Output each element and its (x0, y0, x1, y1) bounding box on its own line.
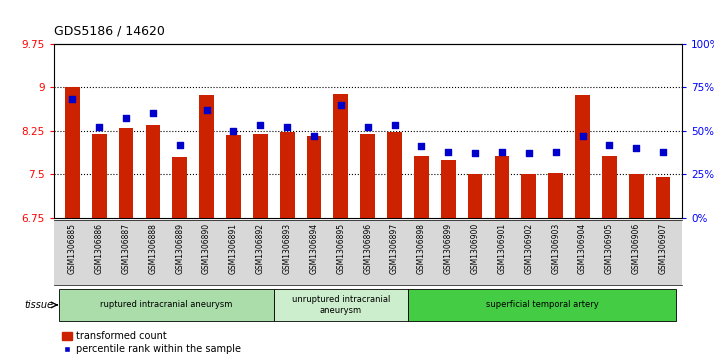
Bar (273, 289, 408, 321)
Point (469, 150, 481, 156)
Point (496, 149, 508, 155)
Bar (575, 95, 590, 218)
Text: GSM1306902: GSM1306902 (524, 223, 533, 274)
Text: GSM1306907: GSM1306907 (658, 223, 668, 274)
Text: GSM1306894: GSM1306894 (309, 223, 318, 274)
Text: GSM1306906: GSM1306906 (632, 223, 640, 274)
Bar (441, 160, 456, 218)
Text: GSM1306895: GSM1306895 (336, 223, 346, 274)
Point (201, 107, 212, 113)
Point (577, 133, 588, 139)
Legend: transformed count, percentile rank within the sample: transformed count, percentile rank withi… (59, 327, 245, 358)
Point (121, 115, 132, 121)
Text: tissue: tissue (24, 300, 53, 310)
Text: GSM1306887: GSM1306887 (121, 223, 131, 274)
Bar (59, 289, 273, 321)
Point (94, 124, 105, 130)
Point (174, 142, 186, 147)
Bar (387, 132, 402, 218)
Point (281, 124, 293, 130)
Bar (226, 135, 241, 218)
Bar (65, 87, 80, 218)
Point (362, 124, 373, 130)
Point (147, 110, 159, 116)
Text: GSM1306897: GSM1306897 (390, 223, 399, 274)
Bar (146, 125, 160, 218)
Bar (629, 174, 643, 218)
Point (658, 149, 669, 155)
Text: GSM1306890: GSM1306890 (202, 223, 211, 274)
Bar (253, 134, 268, 218)
Text: GSM1306904: GSM1306904 (578, 223, 587, 274)
Point (603, 142, 615, 147)
Text: GSM1306905: GSM1306905 (605, 223, 614, 274)
Bar (408, 289, 676, 321)
Point (66, 97, 78, 102)
Text: GSM1306901: GSM1306901 (498, 223, 506, 274)
Text: GSM1306888: GSM1306888 (149, 223, 157, 274)
Bar (92, 134, 106, 218)
Bar (172, 157, 187, 218)
Bar (655, 177, 670, 218)
Point (550, 149, 561, 155)
Point (335, 102, 346, 107)
Bar (333, 94, 348, 218)
Bar (199, 95, 214, 218)
Text: GSM1306903: GSM1306903 (551, 223, 560, 274)
Text: GSM1306886: GSM1306886 (95, 223, 104, 274)
Bar (468, 174, 483, 218)
Text: GSM1306889: GSM1306889 (175, 223, 184, 274)
Text: GSM1306900: GSM1306900 (471, 223, 480, 274)
Bar (280, 132, 295, 218)
Bar (548, 173, 563, 218)
Text: GSM1306893: GSM1306893 (283, 223, 291, 274)
Bar (602, 156, 617, 218)
Point (389, 123, 401, 129)
Text: GSM1306896: GSM1306896 (363, 223, 372, 274)
Point (255, 123, 266, 129)
Bar (306, 136, 321, 218)
Bar (495, 156, 509, 218)
Bar (521, 174, 536, 218)
Text: GSM1306885: GSM1306885 (68, 223, 77, 274)
Text: GSM1306899: GSM1306899 (444, 223, 453, 274)
Point (443, 149, 454, 155)
Point (630, 145, 642, 151)
Text: ruptured intracranial aneurysm: ruptured intracranial aneurysm (100, 301, 233, 309)
Point (308, 133, 320, 139)
Bar (119, 128, 134, 218)
Bar (361, 134, 375, 218)
Bar (414, 156, 429, 218)
Text: superficial temporal artery: superficial temporal artery (486, 301, 598, 309)
Text: GSM1306892: GSM1306892 (256, 223, 265, 274)
Text: GSM1306891: GSM1306891 (229, 223, 238, 274)
Text: unruptured intracranial
aneurysm: unruptured intracranial aneurysm (292, 295, 390, 315)
Text: GSM1306898: GSM1306898 (417, 223, 426, 274)
Point (228, 128, 239, 134)
Point (523, 150, 535, 156)
Text: GDS5186 / 14620: GDS5186 / 14620 (54, 25, 164, 37)
Point (416, 143, 427, 149)
